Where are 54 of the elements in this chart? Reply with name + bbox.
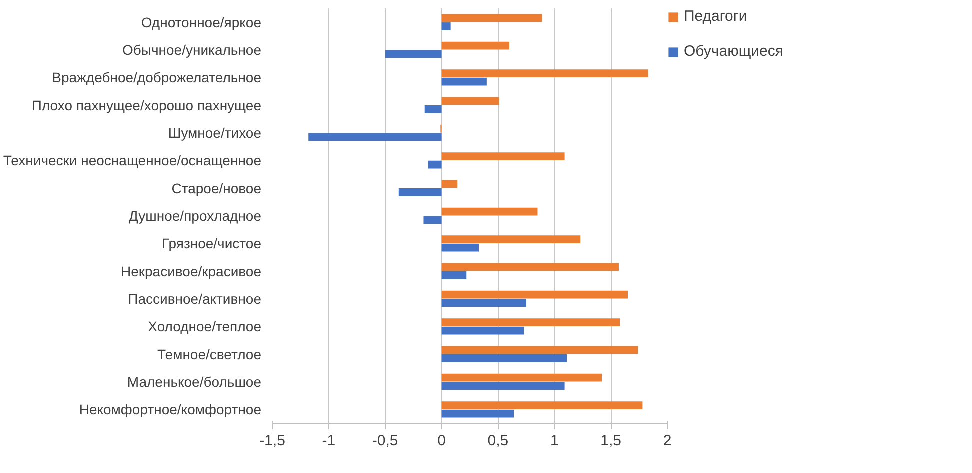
- x-tick-label: 1: [550, 432, 559, 450]
- bar: [442, 70, 648, 78]
- bar: [442, 236, 581, 244]
- bar: [442, 78, 487, 86]
- y-tick-label: Темное/светлое: [158, 346, 262, 362]
- bar: [442, 382, 565, 390]
- y-tick-label: Холодное/теплое: [148, 318, 262, 335]
- bar: [442, 402, 643, 410]
- y-tick-label: Грязное/чистое: [162, 236, 262, 252]
- bar: [442, 374, 602, 382]
- x-tick-label: 2: [663, 432, 672, 450]
- y-tick-label: Плохо пахнущее/хорошо пахнущее: [32, 97, 262, 114]
- y-tick-label: Некрасивое/красивое: [120, 263, 262, 280]
- bar: [442, 318, 620, 326]
- bar: [442, 299, 526, 308]
- bar: [442, 22, 451, 30]
- bar: [442, 290, 628, 299]
- y-tick-label: Шумное/тихое: [168, 125, 262, 141]
- bar: [442, 244, 480, 252]
- y-tick-label: Обычное/уникальное: [122, 42, 262, 58]
- legend-label: Обучающиеся: [684, 43, 784, 60]
- x-tick-label: -0,5: [372, 432, 398, 450]
- bar: [398, 188, 442, 196]
- bar: [442, 152, 565, 160]
- y-tick-label: Пассивное/активное: [128, 291, 262, 307]
- bar: [442, 42, 510, 50]
- y-tick-label: Враждебное/доброжелательное: [52, 70, 262, 86]
- x-tick-label: -1,5: [260, 432, 286, 450]
- bar: [428, 160, 442, 169]
- bar: [308, 133, 442, 142]
- x-tick-label: 0,5: [488, 432, 509, 450]
- bar: [385, 50, 442, 58]
- bar: [442, 180, 458, 188]
- y-tick-label: Маленькое/большое: [127, 374, 262, 390]
- y-tick-label: Душное/прохладное: [128, 208, 262, 224]
- bar: [442, 346, 638, 354]
- bar: [424, 216, 442, 224]
- legend-label: Педагоги: [684, 8, 748, 25]
- x-tick-label: 0: [438, 432, 446, 450]
- y-tick-label: Некомфортное/комфортное: [79, 402, 262, 418]
- y-tick-label: Технически неоснащенное/оснащенное: [3, 152, 262, 169]
- y-tick-label: Старое/новое: [172, 180, 262, 196]
- bar: [442, 410, 514, 418]
- bar: [442, 208, 538, 216]
- y-tick-label: Однотонное/яркое: [141, 14, 262, 30]
- bar: [442, 272, 467, 280]
- bar: [442, 97, 500, 106]
- x-tick-label: -1: [322, 432, 336, 450]
- bar: [442, 263, 619, 272]
- bar: [442, 14, 542, 22]
- bar: [442, 354, 568, 362]
- bar: [442, 326, 524, 335]
- bar: [424, 106, 442, 114]
- x-tick-label: 1,5: [600, 432, 622, 450]
